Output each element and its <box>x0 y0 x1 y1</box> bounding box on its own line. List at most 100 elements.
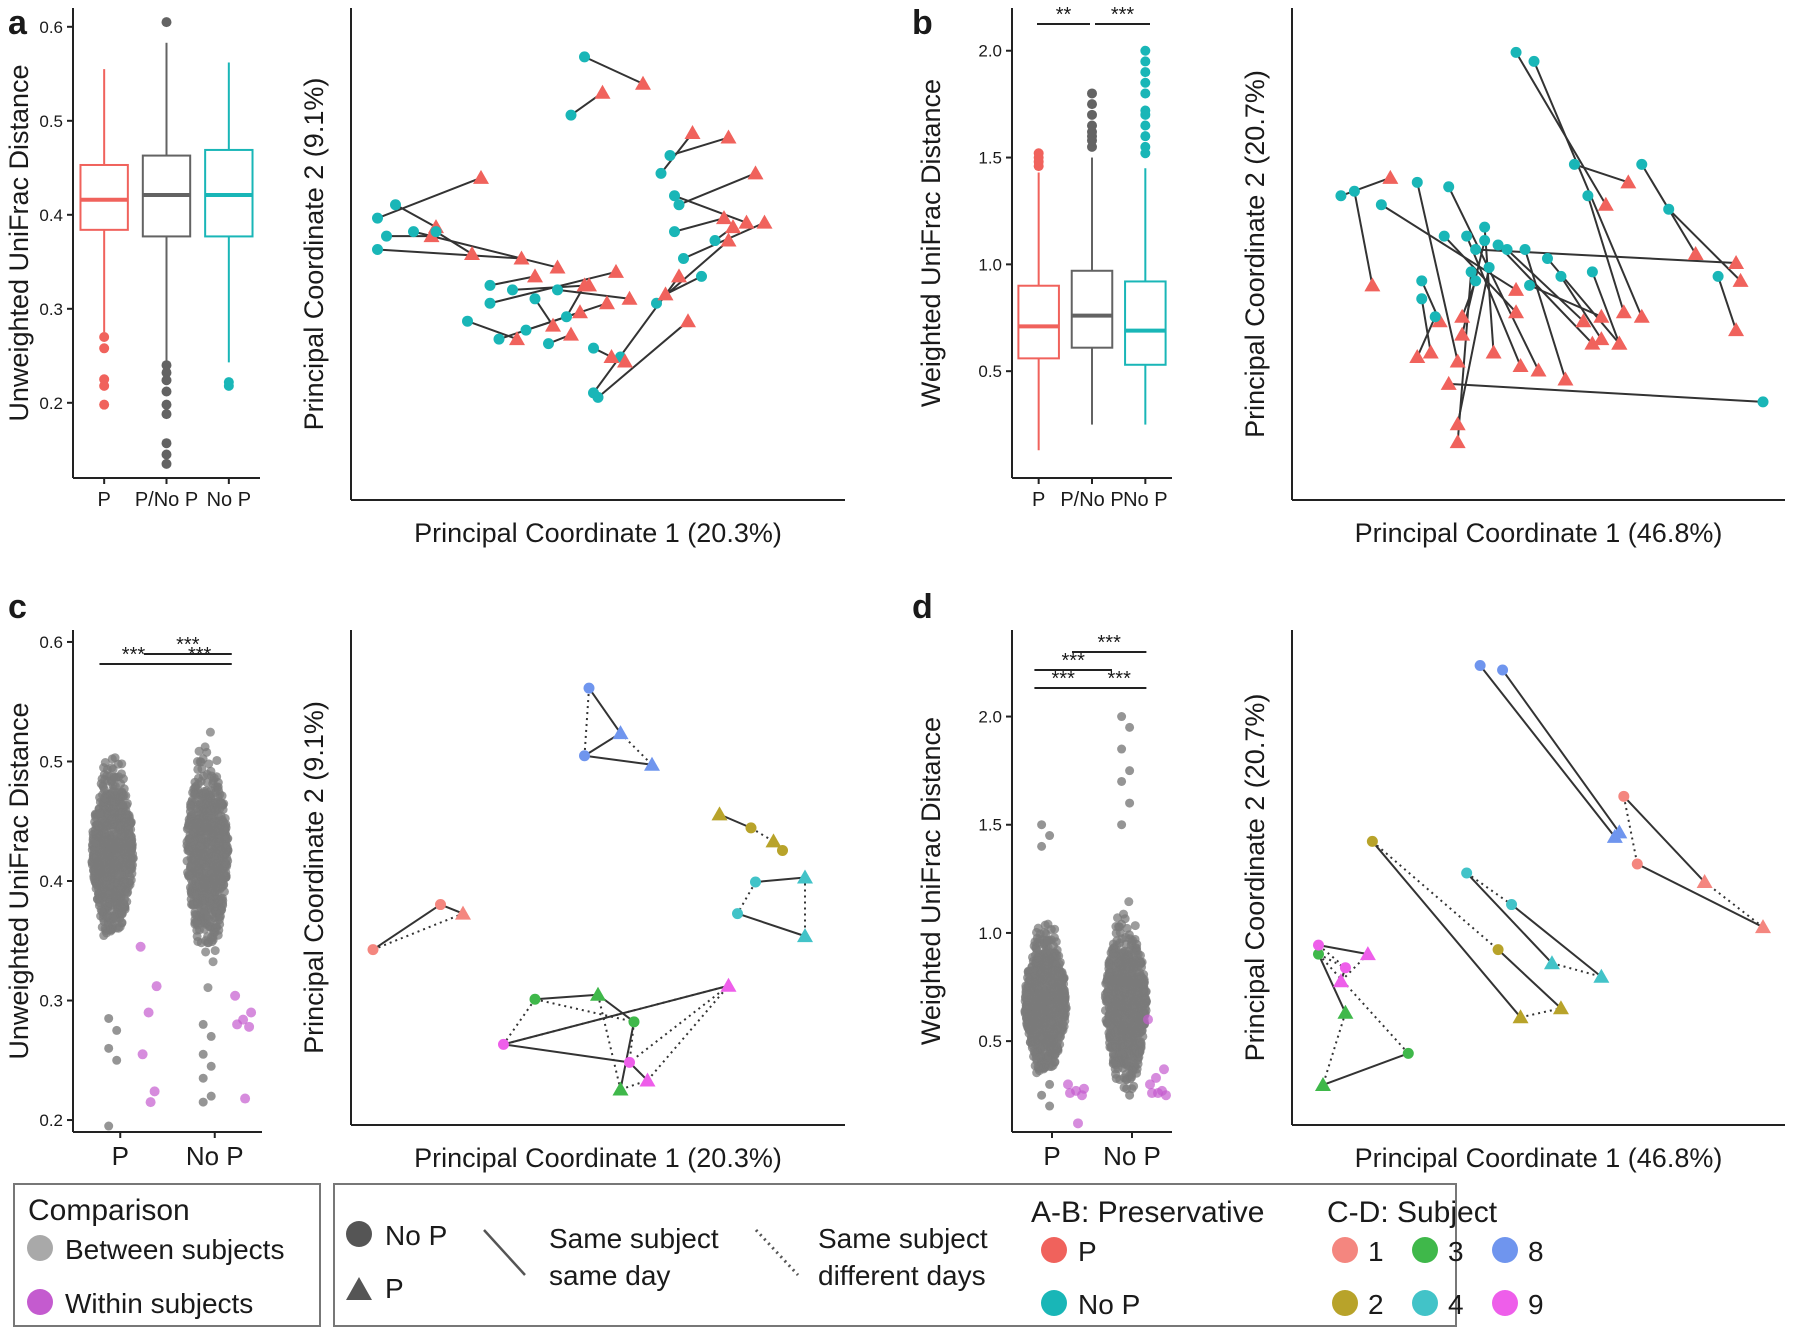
between-point <box>198 1049 208 1059</box>
nop-point <box>390 199 401 211</box>
p-point <box>1597 196 1614 211</box>
legend-circle-label: No P <box>385 1220 447 1251</box>
between-point <box>192 757 202 767</box>
pair-line <box>1574 163 1629 184</box>
nop-point <box>1416 293 1428 305</box>
panel-label-c: c <box>8 588 27 626</box>
between-point <box>205 727 215 737</box>
between-point <box>1110 1033 1120 1043</box>
nop-point <box>484 297 496 309</box>
pair-line <box>1515 51 1607 206</box>
p-point <box>1454 308 1471 323</box>
p-point <box>738 214 755 229</box>
pair-line <box>413 230 558 269</box>
solid-link <box>1623 795 1706 883</box>
p-point <box>1611 335 1628 350</box>
between-point <box>189 855 199 865</box>
c-ytick-label: 0.4 <box>39 872 63 891</box>
pair-line <box>1586 195 1625 313</box>
nop-point <box>1479 221 1491 233</box>
p-point <box>1440 375 1457 390</box>
pair-line <box>557 288 630 300</box>
between-point <box>108 804 118 814</box>
between-point <box>1032 991 1042 1001</box>
nop-point <box>529 293 541 305</box>
nop-point <box>579 51 590 63</box>
p-point <box>1530 362 1547 377</box>
within-point <box>1145 1079 1155 1090</box>
box-outlier <box>99 399 110 410</box>
legend-comparison-frame <box>13 1183 321 1327</box>
solid-link <box>1465 872 1553 964</box>
between-point <box>208 957 218 967</box>
between-point <box>1043 936 1053 946</box>
between-point <box>206 848 216 858</box>
between-point <box>201 936 211 946</box>
legend-triangle-shape <box>346 1277 372 1300</box>
between-point <box>1045 831 1055 841</box>
pair-line <box>665 275 702 296</box>
solid-link <box>1479 664 1616 838</box>
a-box-0 <box>79 69 129 410</box>
b-ytick-label: 0.5 <box>978 362 1002 381</box>
between-point <box>198 788 208 798</box>
solid-link <box>372 903 442 951</box>
pair-line <box>1420 298 1432 353</box>
nop-point <box>381 230 392 242</box>
nop-point <box>1465 266 1477 278</box>
p-point <box>720 232 737 247</box>
nop-point <box>1568 158 1580 170</box>
subject-point-p <box>720 977 737 992</box>
box-outlier <box>161 449 172 460</box>
a-pcoa-ylabel: Principal Coordinate 2 (9.1%) <box>299 78 329 431</box>
box-outlier <box>1140 105 1151 116</box>
panel-label-a: a <box>8 4 28 42</box>
between-point <box>1032 933 1042 943</box>
pair-line <box>377 176 482 220</box>
solid-link <box>1501 669 1621 833</box>
between-point <box>1108 949 1118 959</box>
legend-subject-title: C-D: Subject <box>1327 1196 1498 1229</box>
subject-point-p <box>1314 1076 1331 1091</box>
within-point <box>1077 1090 1087 1101</box>
d-sig-label: *** <box>1098 632 1122 654</box>
p-point <box>1508 304 1525 319</box>
subject-point-nop <box>1312 939 1324 951</box>
nop-point <box>1429 311 1441 323</box>
between-point <box>107 763 117 773</box>
between-point <box>105 881 115 891</box>
p-point <box>1728 322 1745 337</box>
box-outlier <box>161 399 172 410</box>
subject-point-nop <box>1474 660 1486 672</box>
legend-preservative-title: A-B: Preservative <box>1031 1196 1264 1229</box>
nop-point <box>678 252 689 264</box>
subject-point-nop <box>732 908 743 920</box>
p-point <box>549 259 566 274</box>
between-point <box>183 870 193 880</box>
p-point <box>1728 254 1745 269</box>
nop-point <box>1411 176 1423 188</box>
between-point <box>117 907 127 917</box>
between-point <box>212 755 222 765</box>
p-point <box>1620 174 1637 189</box>
p-point <box>1508 281 1525 296</box>
legend-comparison: Comparison Between subjects Within subje… <box>13 1183 321 1327</box>
nop-point <box>1483 261 1495 273</box>
between-point <box>112 1025 122 1035</box>
a-xtick-label: P <box>97 489 110 511</box>
legend-dotted-label-1: Same subject <box>818 1223 988 1254</box>
between-point <box>1117 820 1127 830</box>
dotted-link <box>736 881 757 915</box>
between-point <box>210 860 220 870</box>
pair-line <box>678 172 756 206</box>
within-point <box>240 1093 251 1104</box>
solid-link <box>1318 944 1369 956</box>
pair-line <box>1506 248 1585 322</box>
a-ylabel: Unweighted UniFrac Distance <box>4 64 34 421</box>
between-point <box>1116 1028 1126 1038</box>
pair-line <box>1533 60 1643 318</box>
between-point <box>90 859 100 869</box>
between-point <box>1038 1027 1048 1037</box>
solid-link <box>534 993 599 1001</box>
between-point <box>1059 1021 1069 1031</box>
